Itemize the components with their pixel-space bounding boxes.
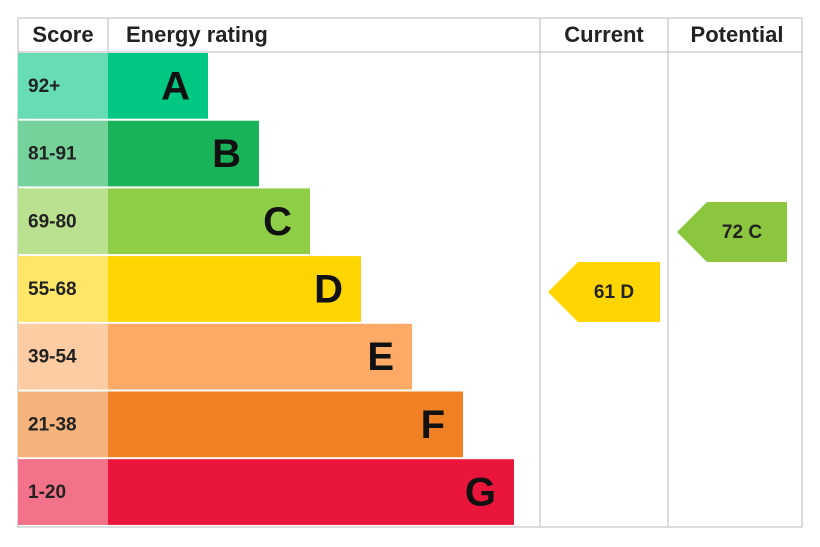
rating-letter: F xyxy=(421,403,445,447)
rating-bar xyxy=(108,188,310,255)
score-range: 55-68 xyxy=(28,279,77,300)
current-label: 61 D xyxy=(594,282,634,303)
score-cell-tint xyxy=(18,323,108,390)
score-cell xyxy=(18,120,108,187)
score-cell xyxy=(18,256,108,322)
score-cell-tint xyxy=(18,256,108,322)
rating-bar xyxy=(108,323,412,390)
score-cell xyxy=(18,323,108,390)
score-cell-tint xyxy=(18,188,108,255)
score-cell xyxy=(18,188,108,255)
score-cell-tint xyxy=(18,120,108,187)
score-range: 69-80 xyxy=(28,211,77,232)
header-score: Score xyxy=(32,22,93,47)
rating-bar xyxy=(108,391,463,458)
rating-letter: C xyxy=(263,200,292,244)
rating-bar xyxy=(108,256,361,322)
current-arrow xyxy=(548,262,660,322)
potential-arrow xyxy=(677,202,787,262)
rating-letter: B xyxy=(212,132,241,176)
score-range: 21-38 xyxy=(28,414,77,435)
score-cell-tint xyxy=(18,459,108,525)
score-cell-tint xyxy=(18,53,108,119)
score-cell-tint xyxy=(18,391,108,458)
score-range: 81-91 xyxy=(28,144,77,165)
rating-letter: E xyxy=(367,335,394,379)
score-range: 39-54 xyxy=(28,347,77,368)
rating-letter: D xyxy=(314,268,343,312)
rating-bar xyxy=(108,53,208,119)
rating-letter: G xyxy=(465,471,496,515)
potential-label: 72 C xyxy=(722,222,762,243)
header-rating: Energy rating xyxy=(126,22,268,47)
score-range: 1-20 xyxy=(28,482,66,503)
rating-letter: A xyxy=(161,64,190,108)
header-current: Current xyxy=(564,22,644,47)
bands: 92+ A 81-91 B 69-80 C 55-68 D 39-54 E 21-38 F 1-20 G xyxy=(18,53,514,525)
rating-bar xyxy=(108,459,514,525)
score-cell xyxy=(18,391,108,458)
header-potential: Potential xyxy=(691,22,784,47)
rating-bar xyxy=(108,120,259,187)
score-cell xyxy=(18,459,108,525)
score-cell xyxy=(18,53,108,119)
score-range: 92+ xyxy=(28,76,60,97)
